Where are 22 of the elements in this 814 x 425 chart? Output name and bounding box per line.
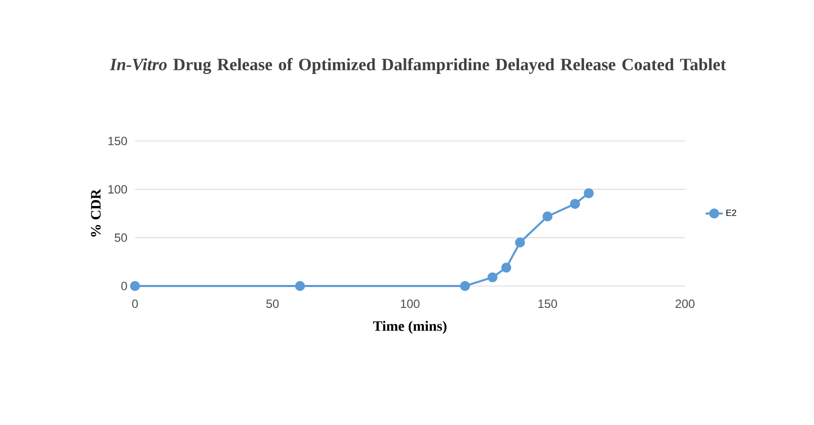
point	[584, 188, 594, 198]
x-tick-label: 0	[132, 300, 138, 308]
point	[501, 262, 512, 273]
y-tick-label: 50	[114, 233, 128, 242]
y-tick-label: 150	[108, 136, 128, 146]
point	[460, 281, 470, 291]
y-tick-label: 100	[108, 185, 128, 194]
point	[488, 272, 498, 282]
x-tick-label: 150	[538, 300, 558, 308]
point	[570, 198, 580, 209]
x-tick-label: 200	[676, 300, 695, 308]
chart-title: In-Vitro Drug Release of Optimized Dalfampridine Delayed Release Coated Tablet	[110, 58, 726, 74]
y-tick-label: 0	[121, 282, 128, 290]
point	[130, 281, 140, 291]
x-tick-label: 100	[400, 300, 420, 308]
x-axis-title: Time (mins)	[373, 320, 446, 334]
point	[542, 211, 552, 222]
legend-label: E2	[726, 210, 736, 216]
x-tick-label: 50	[266, 300, 279, 308]
point	[515, 238, 525, 248]
point	[295, 281, 305, 291]
y-axis-title: % CDR	[90, 188, 101, 237]
